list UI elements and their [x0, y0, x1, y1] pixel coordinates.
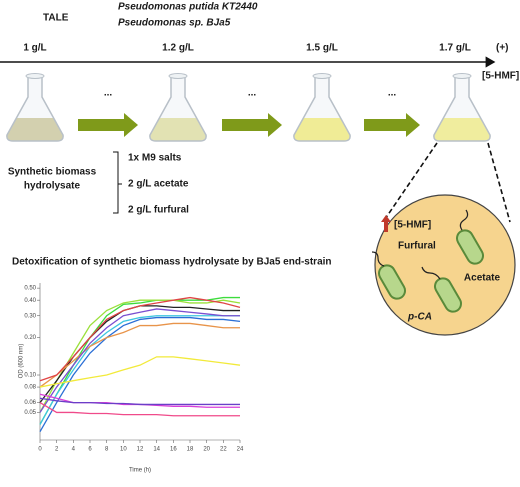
y-tick-label: 0.10	[24, 373, 36, 379]
series-line	[39, 393, 240, 408]
x-tick-label: 22	[220, 447, 227, 453]
concentration: 1 g/L	[23, 43, 46, 54]
x-axis-label: Time (h)	[129, 468, 151, 474]
flask	[433, 76, 491, 142]
medium-name: hydrolysate	[24, 181, 81, 192]
plot: 0.050.060.080.100.200.300.400.500 2 4 6 8 10 1…	[24, 283, 244, 453]
series-line	[39, 322, 240, 388]
flask-rim	[168, 73, 188, 79]
x-tick-label: 20	[203, 447, 210, 453]
x-tick-label: 6	[88, 447, 92, 453]
flask-liquid	[433, 118, 491, 141]
x-tick-label: 24	[237, 447, 244, 453]
series-line	[39, 296, 241, 382]
flask	[293, 76, 351, 142]
y-tick-label: 0.40	[24, 298, 36, 304]
series-line	[39, 308, 240, 413]
tale-label: TALE	[43, 13, 69, 24]
x-tick-label: 14	[153, 447, 160, 453]
step-dots: ...	[104, 88, 113, 99]
y-tick-label: 0.06	[24, 400, 36, 406]
y-tick-label: 0.08	[24, 385, 36, 391]
flask	[6, 76, 64, 142]
medium-name: Synthetic biomass	[8, 167, 97, 178]
medium-component: 2 g/L furfural	[128, 205, 189, 216]
step-dots: ...	[388, 88, 397, 99]
bracket	[113, 151, 122, 214]
strain-label: Pseudomonas putida KT2440	[118, 2, 258, 13]
x-tick-label: 12	[137, 447, 144, 453]
series-line	[39, 299, 241, 413]
series-line	[39, 305, 240, 403]
zoom-label: p-CA	[407, 312, 432, 323]
x-tick-label: 10	[120, 447, 127, 453]
up-arrow	[381, 215, 391, 232]
flask-liquid	[293, 118, 351, 141]
y-tick-label: 0.50	[24, 286, 36, 292]
x-tick-label: 4	[72, 447, 76, 453]
x-tick-label: 0	[38, 447, 42, 453]
flask-liquid	[6, 118, 64, 141]
series-line	[39, 397, 240, 406]
flask-rim	[25, 73, 45, 79]
zoom-line	[487, 142, 511, 223]
series-line	[39, 316, 241, 433]
x-tick-label: 18	[187, 447, 194, 453]
zoom-label: [5-HMF]	[394, 220, 431, 231]
flask-rim	[452, 73, 472, 79]
y-tick-label: 0.05	[24, 410, 36, 416]
medium-component: 2 g/L acetate	[128, 179, 189, 190]
flagella	[371, 209, 469, 280]
series-line	[39, 356, 241, 388]
strain-label: Pseudomonas sp. BJa5	[118, 18, 231, 29]
x-tick-label: 8	[105, 447, 109, 453]
series-line	[39, 315, 240, 425]
plus-label: (+)	[496, 43, 509, 54]
zoom-label: Acetate	[464, 273, 501, 284]
flask-rim	[312, 73, 332, 79]
concentration: 1.2 g/L	[162, 43, 194, 54]
chart-title: Detoxification of synthetic biomass hydr…	[12, 257, 332, 268]
step-arrow	[364, 113, 420, 137]
y-tick-label: 0.20	[24, 335, 36, 341]
step-dots: ...	[248, 88, 257, 99]
series-line	[39, 402, 240, 417]
step-arrow	[222, 113, 282, 137]
bacteria	[378, 229, 484, 313]
flask	[149, 76, 207, 142]
flask-liquid	[149, 118, 207, 141]
medium-component: 1x M9 salts	[128, 153, 182, 164]
y-axis-label: OD (600 nm)	[19, 344, 25, 379]
y-tick-label: 0.30	[24, 313, 36, 319]
hmf-label: [5-HMF]	[482, 71, 519, 82]
step-arrow	[78, 113, 138, 137]
zoom-label: Furfural	[398, 241, 436, 252]
concentration: 1.5 g/L	[306, 43, 338, 54]
concentration: 1.7 g/L	[439, 43, 471, 54]
flasks	[6, 73, 491, 142]
x-tick-label: 16	[170, 447, 177, 453]
x-tick-label: 2	[55, 447, 59, 453]
cell-zoom	[374, 194, 516, 336]
